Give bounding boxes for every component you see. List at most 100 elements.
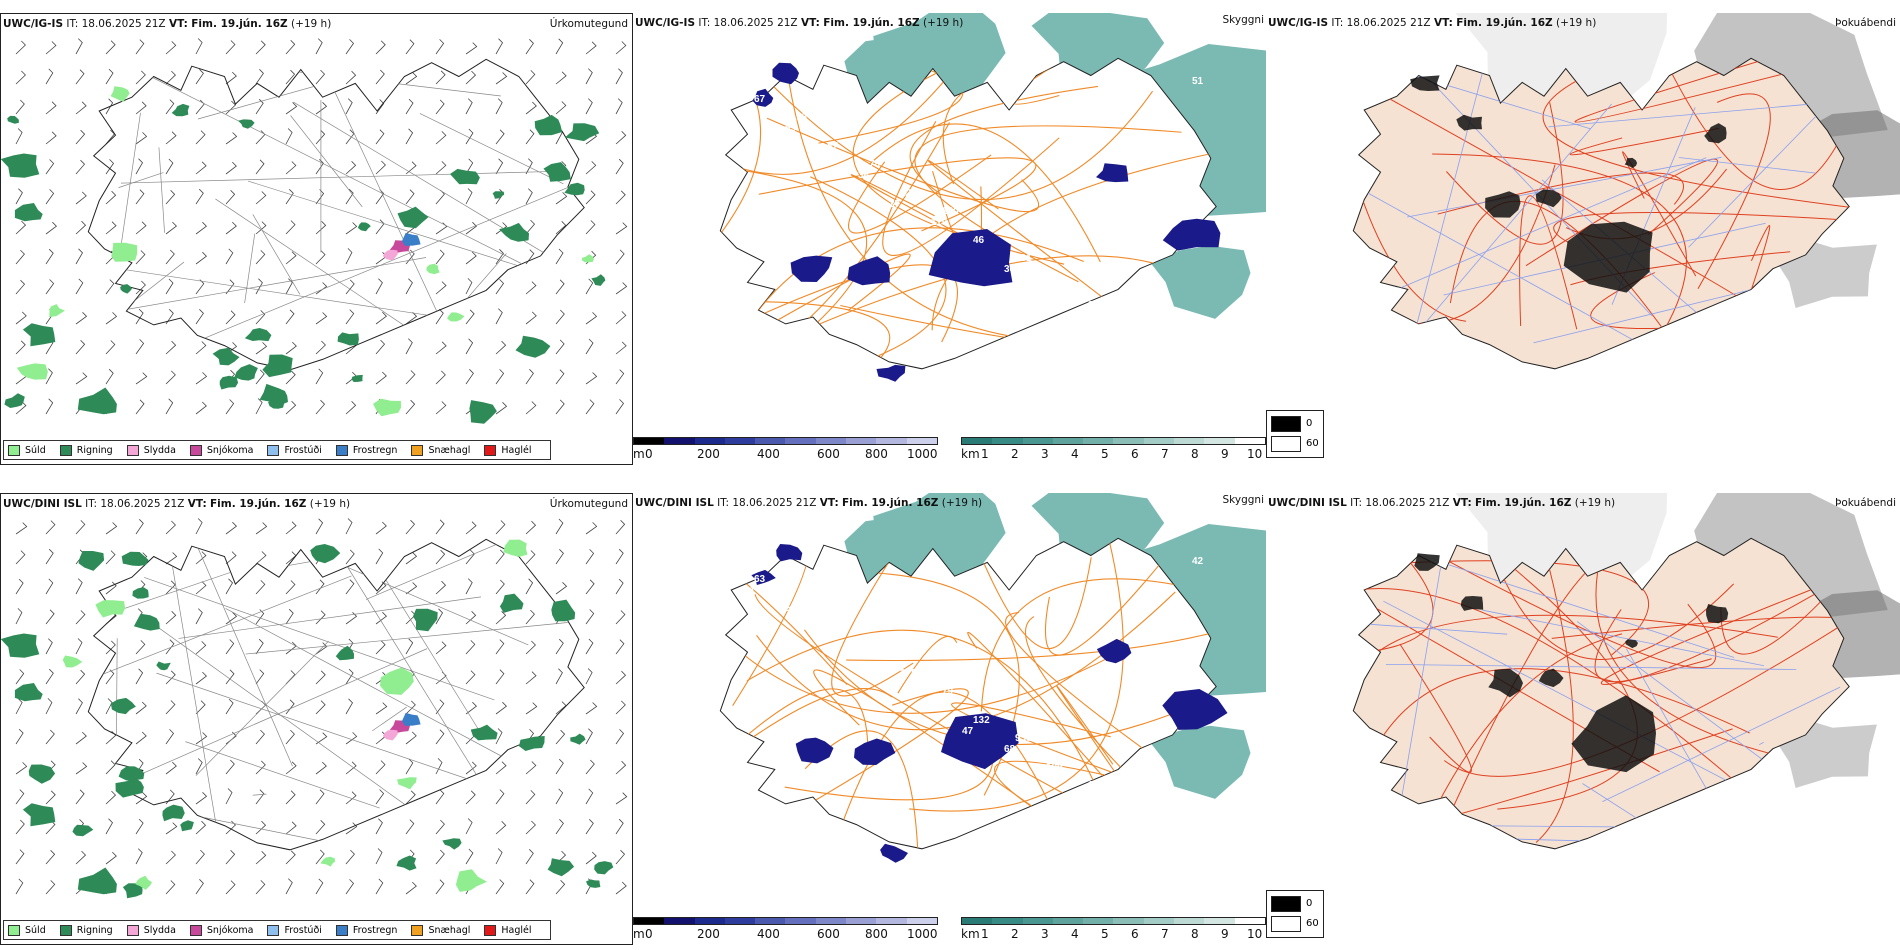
visibility-value-labels: 96 925 101 79 938 147 85 63 79 175 132 109 73 42 50 91 6… <box>723 545 1204 849</box>
visibility-value: 36 <box>743 105 755 116</box>
legend-item: Snjókoma <box>189 444 253 456</box>
fog-map-canvas <box>1352 13 1900 370</box>
visibility-value: 67 <box>754 94 766 105</box>
map-header: UWC/IG-IS IT: 18.06.2025 21Z VT: Fim. 19… <box>3 18 332 30</box>
visibility-km-colorbar: km 1 2 3 4 5 6 7 8 9 10 <box>961 437 1266 463</box>
precip-area <box>4 393 25 408</box>
legend-item: Frostregn <box>335 924 397 936</box>
precip-area <box>470 724 498 741</box>
visibility-value: 83 <box>1150 838 1162 849</box>
visibility-value: 40 <box>889 679 901 690</box>
visibility-value: 47 <box>1077 311 1089 322</box>
coastline <box>87 538 585 851</box>
visibility-value: 79 <box>942 686 954 697</box>
legend-item: Haglél <box>484 444 532 456</box>
legend-item: Frostregn <box>335 444 397 456</box>
precip-area <box>120 284 132 294</box>
visibility-value: 119 <box>931 217 948 228</box>
coastline <box>1352 537 1850 850</box>
precip-area <box>162 804 185 822</box>
map-header: UWC/DINI ISL IT: 18.06.2025 21Z VT: Fim.… <box>3 498 351 510</box>
visibility-value: 42 <box>1192 556 1204 567</box>
visibility-value: 131 <box>1015 253 1032 264</box>
precip-area <box>499 222 529 242</box>
precip-area <box>219 375 239 390</box>
map-header: UWC/IG-IS IT: 18.06.2025 21Z VT: Fim. 19… <box>1268 17 1597 29</box>
visibility-value: 93 <box>796 112 808 123</box>
precip-area <box>95 600 126 618</box>
precip-area <box>413 608 438 632</box>
visibility-value: 125 <box>1119 329 1136 340</box>
panel-title: Úrkomutegund <box>549 498 628 510</box>
precip-area <box>515 335 551 358</box>
visibility-value: 938 <box>1015 733 1032 744</box>
visibility-value: 78 <box>869 159 881 170</box>
precip-area <box>591 274 606 286</box>
precip-type-map-row1: UWC/IG-IS IT: 18.06.2025 21Z VT: Fim. 19… <box>0 13 633 465</box>
precip-area <box>310 544 341 564</box>
visibility-map-canvas: 96 93 78 120 131 80 110 67 87 129 46 49 125 51 69 38 119… <box>719 13 1266 382</box>
precip-area <box>16 363 48 380</box>
fog-legend-row1: 0 60 <box>1266 410 1326 458</box>
fog-map-row2: UWC/DINI ISL IT: 18.06.2025 21Z VT: Fim.… <box>1266 493 1900 945</box>
precip-area <box>133 613 160 631</box>
legend-item: Slydda <box>126 444 176 456</box>
visibility-value: 96 <box>723 545 735 556</box>
precip-area <box>78 551 105 571</box>
precip-area <box>111 242 138 262</box>
precip-area <box>171 103 190 117</box>
legend-item: Rigning <box>59 444 113 456</box>
precip-type-map-canvas <box>1 38 628 424</box>
visibility-value: 50 <box>785 603 797 614</box>
precip-area <box>499 593 524 613</box>
roads <box>88 539 568 850</box>
panel-title: Þokuábendi <box>1835 497 1896 509</box>
visibility-value: 69 <box>785 123 797 134</box>
precip-area <box>238 119 255 129</box>
visibility-value: 41 <box>1077 791 1089 802</box>
precip-area <box>262 354 293 378</box>
precip-area <box>570 733 586 745</box>
precip-area <box>581 254 594 263</box>
precip-area <box>586 879 601 888</box>
visibility-map-row2: UWC/DINI ISL IT: 18.06.2025 21Z VT: Fim.… <box>633 493 1266 945</box>
fog-dark-areas <box>1410 75 1727 293</box>
visibility-value: 120 <box>942 206 959 217</box>
precip-area <box>121 551 149 566</box>
precip-area <box>135 875 152 890</box>
fog-map-row1: UWC/IG-IS IT: 18.06.2025 21Z VT: Fim. 19… <box>1266 13 1900 465</box>
legend-item: Súld <box>8 444 46 456</box>
visibility-value: 35 <box>816 152 828 163</box>
panel-title: Skyggni <box>1222 494 1265 506</box>
precip-area <box>534 114 563 136</box>
precip-area <box>180 820 194 832</box>
init-time: 18.06.2025 21Z <box>81 18 166 30</box>
wind-barbs <box>15 38 628 415</box>
legend-item: Frostúði <box>267 924 322 936</box>
visibility-value: 46 <box>973 235 985 246</box>
visibility-value: 44 <box>816 632 828 643</box>
panel-title: Skyggni <box>1222 14 1265 26</box>
legend-item: Snjókoma <box>189 924 253 936</box>
visibility-value: 147 <box>1088 780 1105 791</box>
low-visibility <box>751 544 1228 863</box>
roads-rivers <box>1353 58 1850 362</box>
precip-area <box>49 304 65 317</box>
precip-area <box>118 766 145 781</box>
visibility-map-canvas: 96 925 101 79 938 147 85 63 79 175 132 109 73 42 50 91 6… <box>719 493 1266 863</box>
roads <box>720 538 1217 849</box>
precip-area <box>503 539 528 557</box>
precip-area <box>551 599 576 622</box>
visibility-value: 51 <box>1192 76 1204 87</box>
visibility-m-colorbar: m 0 200 400 600 800 1000 <box>633 917 938 943</box>
lead-time: (+19 h) <box>290 18 332 30</box>
visibility-value: 63 <box>754 574 766 585</box>
precip-area <box>447 312 465 322</box>
precip-area <box>234 364 258 381</box>
precip-type-legend: Súld Rigning Slydda Snjókoma Frostúði Fr… <box>3 440 551 460</box>
panel-title: Þokuábendi <box>1835 17 1896 29</box>
precip-area <box>122 883 143 899</box>
legend-item: Rigning <box>59 924 113 936</box>
precip-area <box>426 263 440 275</box>
visibility-value: 925 <box>796 592 813 603</box>
